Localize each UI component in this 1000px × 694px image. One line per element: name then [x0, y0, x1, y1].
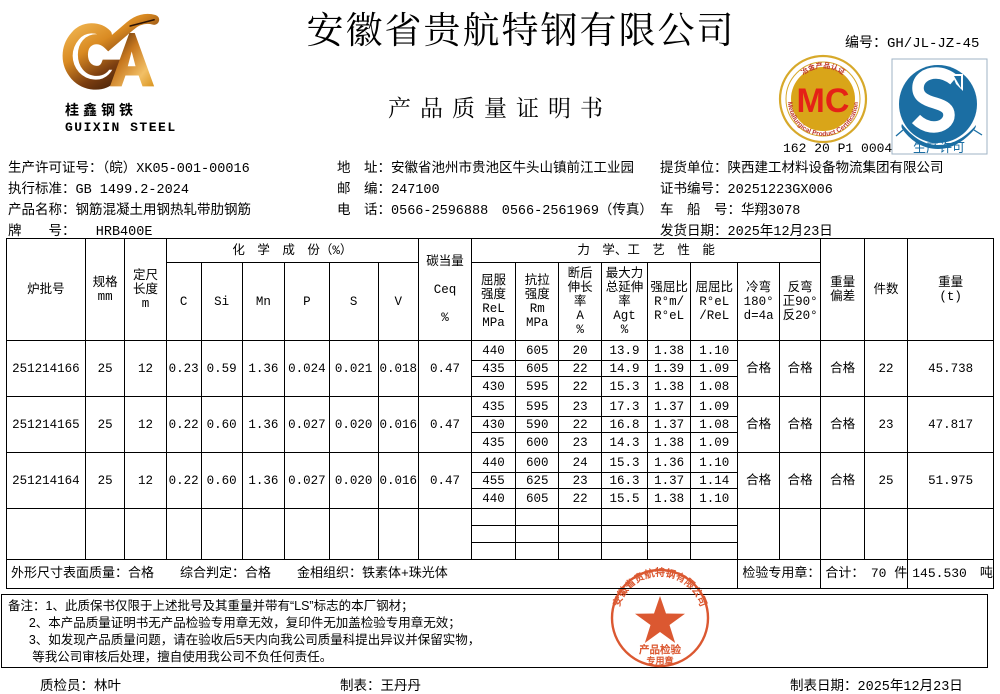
- svg-text:产品检验: 产品检验: [639, 643, 681, 656]
- svg-text:专用章: 专用章: [646, 655, 673, 666]
- svg-text:MC: MC: [797, 82, 850, 120]
- svg-text:生产许可: 生产许可: [913, 140, 965, 155]
